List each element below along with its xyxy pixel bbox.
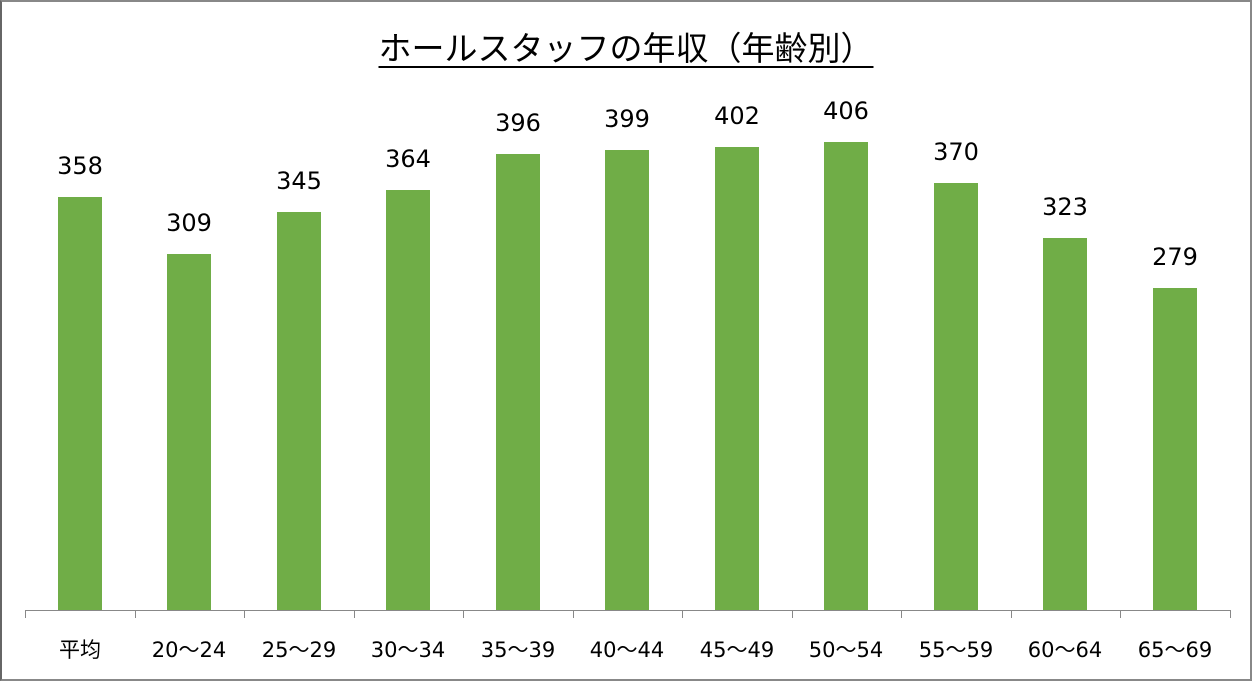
x-axis-line [25, 610, 1230, 611]
data-label: 323 [1042, 193, 1088, 221]
bar [715, 147, 759, 610]
bar [824, 142, 868, 610]
bar [496, 154, 540, 610]
x-axis-tick [573, 610, 574, 618]
data-label: 406 [823, 97, 869, 125]
x-axis-tick [354, 610, 355, 618]
x-axis-tick [682, 610, 683, 618]
x-axis-label: 平均 [59, 638, 101, 662]
data-label: 364 [385, 145, 431, 173]
data-label: 358 [57, 152, 103, 180]
data-label: 309 [166, 209, 212, 237]
chart-title: ホールスタッフの年収（年齢別） [0, 22, 1252, 70]
data-label: 396 [495, 109, 541, 137]
x-axis-tick [792, 610, 793, 618]
bar [386, 190, 430, 610]
data-label: 279 [1152, 243, 1198, 271]
x-axis-tick [1230, 610, 1231, 618]
x-axis-label: 40〜44 [589, 638, 665, 662]
x-axis-label: 45〜49 [699, 638, 775, 662]
x-axis-tick [25, 610, 26, 618]
x-axis-tick [901, 610, 902, 618]
x-axis-label: 35〜39 [480, 638, 556, 662]
bar [1043, 238, 1087, 610]
chart-title-text: ホールスタッフの年収（年齢別） [378, 29, 874, 68]
bar [1153, 288, 1197, 610]
x-axis-tick [244, 610, 245, 618]
x-axis-label: 25〜29 [261, 638, 337, 662]
x-axis-label: 20〜24 [151, 638, 227, 662]
data-label: 402 [714, 102, 760, 130]
data-label: 370 [933, 138, 979, 166]
x-axis-label: 30〜34 [370, 638, 446, 662]
x-axis-label: 65〜69 [1137, 638, 1213, 662]
x-axis-label: 50〜54 [808, 638, 884, 662]
bar [605, 150, 649, 610]
bar [277, 212, 321, 610]
x-axis-tick [135, 610, 136, 618]
x-axis-tick [1120, 610, 1121, 618]
x-axis-tick [463, 610, 464, 618]
x-axis-tick [1011, 610, 1012, 618]
bar [58, 197, 102, 610]
bar [934, 183, 978, 610]
data-label: 399 [604, 105, 650, 133]
data-label: 345 [276, 167, 322, 195]
bar [167, 254, 211, 610]
x-axis-label: 60〜64 [1027, 638, 1103, 662]
x-axis-label: 55〜59 [918, 638, 994, 662]
